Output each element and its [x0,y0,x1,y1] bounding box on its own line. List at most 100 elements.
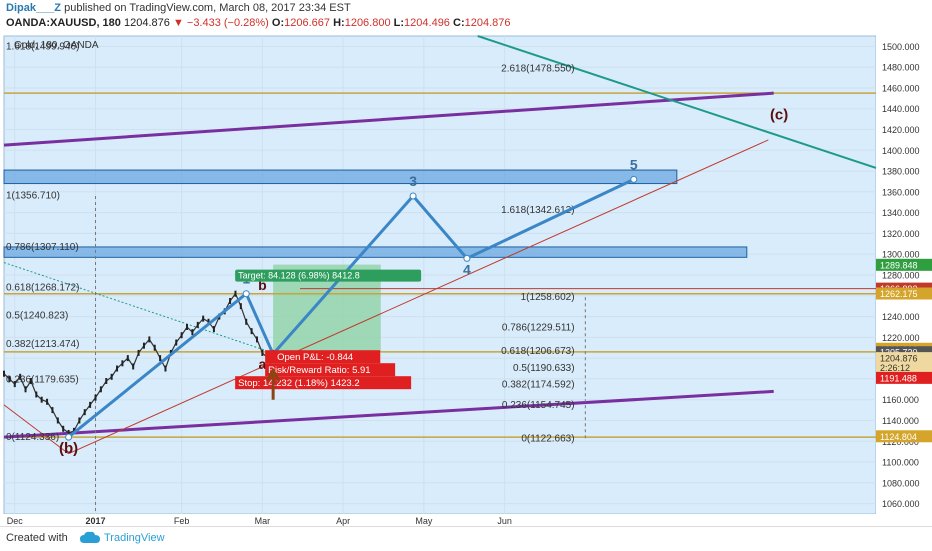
price-tag-label: 1289.848 [880,260,918,270]
price-candle [148,336,151,343]
price-candle [229,297,232,304]
y-tick-label: 1480.000 [882,63,920,73]
y-tick-label: 1300.000 [882,250,920,260]
price-candle [83,409,86,416]
y-tick-label: 1440.000 [882,104,920,114]
target-label: Target: 84.128 (6.98%) 8412.8 [238,271,360,281]
price-candle [24,386,27,393]
pnl-label: Open P&L: -0.844 [277,352,353,363]
x-tick-label: Feb [174,516,190,526]
close-value: 1204.876 [464,17,511,29]
tradingview-cloud-icon [80,531,100,543]
fib-left-label: 1.618(1499.946) [6,41,79,52]
price-candle [250,328,253,335]
rr-label: Risk/Reward Ratio: 5.91 [268,365,370,376]
price-candle [126,355,129,362]
x-tick-label: 2017 [85,516,105,526]
fib-left-label: 0.618(1268.172) [6,282,79,293]
tradingview-brand[interactable]: TradingView [104,532,165,544]
falling-trendline [3,404,69,455]
price-candle [8,375,11,382]
chart-header: Dipak___Z published on TradingView.com, … [0,0,932,32]
chart-title: Gold, 180, OANDA [14,40,99,51]
price-candle [255,336,258,343]
price-tag [876,430,932,443]
fib-left-label: 0.236(1179.635) [6,374,79,385]
price-candle [196,321,199,328]
price-tag [876,287,932,300]
y-tick-label: 1340.000 [882,208,920,218]
price-chart[interactable]: 1060.0001080.0001100.0001120.0001140.000… [0,32,932,526]
lower-channel-line [3,389,774,439]
fib-right-label: 0.382(1174.592) [502,380,575,391]
price-tag [876,361,932,374]
open-value: 1206.667 [284,17,331,29]
price-candle [51,407,54,414]
price-candle [175,339,178,346]
fib-left-label: 0(1124.336) [6,432,59,443]
price-candle [105,377,108,384]
price-candle [153,344,156,351]
price-candle [46,398,49,405]
price-axis-background [876,32,932,526]
up-arrow-icon [265,367,281,400]
high-label: H: [333,17,345,29]
price-candle [234,290,237,297]
price-candle [94,394,97,401]
price-candle [137,349,140,356]
x-tick-label: May [415,516,433,526]
price-tag [876,352,932,365]
rising-trendline [68,139,769,455]
price-candle [99,386,102,393]
fib-left-label: 0.5(1240.823) [6,311,68,322]
rr-label-box [265,363,396,377]
wave-label-b: b [258,277,267,293]
price-candle [261,349,264,356]
price-tag-label: 1124.804 [880,432,917,442]
upper-channel-line [3,91,774,147]
publish-text: published on TradingView.com, March 08, … [64,2,351,14]
price-candle [89,401,92,408]
y-tick-label: 1160.000 [882,395,919,405]
price-candle [207,318,210,325]
price-candle [121,360,124,367]
y-tick-label: 1320.000 [882,229,920,239]
wave-point [463,254,471,262]
fib-right-label: 0(1122.663) [521,433,574,444]
upper-zone [3,169,678,185]
fib-right-label: 0.618(1206.673) [501,346,574,357]
wave-label-a: a [258,356,266,372]
wave-label-3: 3 [409,173,417,189]
y-tick-label: 1420.000 [882,125,920,135]
y-tick-label: 1400.000 [882,146,920,156]
price-candle [164,365,167,372]
y-tick-label: 1500.000 [882,42,920,52]
wave-label-b: (b) [59,440,78,457]
price-candle [35,391,38,398]
down-arrow-icon: ▼ [172,17,184,29]
price-candle [245,318,248,325]
wave-label-c: (c) [770,107,788,124]
y-tick-label: 1140.000 [882,416,919,426]
price-candle [29,377,32,384]
price-candle [13,381,16,388]
target-label-box [235,269,422,282]
price-candle [142,342,145,349]
symbol-label: OANDA:XAUUSD, 180 [6,17,121,29]
stop-label: Stop: 14.232 (1.18%) 1423.2 [238,378,359,389]
y-tick-label: 1100.000 [882,458,919,468]
price-tag-label: 1204.876 [880,354,918,364]
wave-point [242,290,250,298]
created-with-text: Created with [6,532,68,544]
fib-left-label: 1(1356.710) [6,190,60,201]
dotted-trendline [3,262,274,354]
time-axis-background [0,514,876,526]
price-tag-label: 1262.175 [880,289,918,299]
price-candle [40,396,43,403]
price-candle [239,303,242,310]
price-candle [186,323,189,330]
price-candle [3,370,5,377]
x-tick-label: Mar [255,516,271,526]
author-link[interactable]: Dipak___Z [6,2,62,14]
y-tick-label: 1060.000 [882,499,920,509]
